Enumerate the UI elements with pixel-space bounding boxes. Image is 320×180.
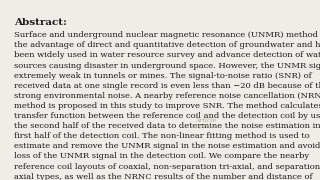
Text: Abstract:: Abstract: [13,18,67,27]
Text: Article
in press: Article in press [191,118,217,129]
Text: Surface and underground nuclear magnetic resonance (UNMR) method has
the advanta: Surface and underground nuclear magnetic… [13,31,320,180]
